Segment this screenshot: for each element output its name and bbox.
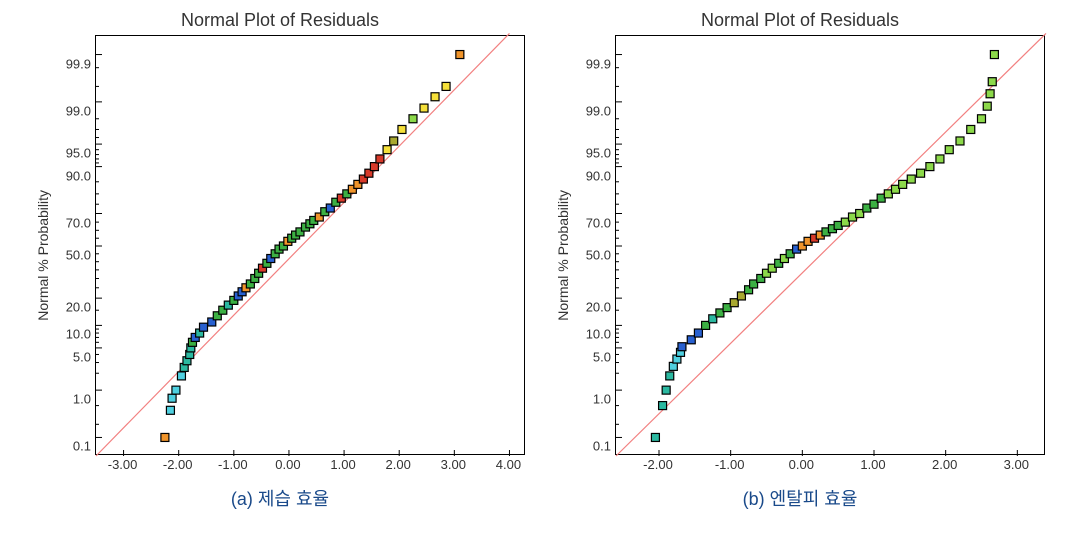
data-point: [376, 155, 384, 163]
plot-svg-b: [616, 36, 1046, 456]
panel-b: Normal Plot of Residuals Normal % Probab…: [555, 10, 1045, 511]
x-tick-label: 4.00: [496, 457, 521, 472]
data-point: [409, 115, 417, 123]
y-tick-label: 99.9: [66, 56, 91, 71]
caption-a: (a) 제습 효율: [231, 485, 329, 511]
y-tick-labels-b: 0.1 1.0 5.0 10.0 20.0 50.0 70.0 90.0 95.0 99.0 99.…: [577, 45, 615, 465]
data-point: [694, 329, 702, 337]
data-point: [899, 180, 907, 188]
y-tick-label: 5.0: [593, 349, 611, 364]
y-tick-label: 20.0: [586, 300, 611, 315]
y-tick-label: 99.9: [586, 56, 611, 71]
chart-title-b: Normal Plot of Residuals: [701, 10, 899, 31]
data-point: [456, 51, 464, 59]
data-point: [956, 137, 964, 145]
plot-svg-a: [96, 36, 526, 456]
data-point: [945, 146, 953, 154]
data-point: [983, 102, 991, 110]
data-point: [662, 386, 670, 394]
data-point: [177, 372, 185, 380]
data-point: [666, 372, 674, 380]
y-tick-label: 95.0: [586, 146, 611, 161]
x-tick-label: -2.00: [163, 457, 193, 472]
data-point: [172, 386, 180, 394]
y-tick-label: 10.0: [66, 327, 91, 342]
data-point: [420, 104, 428, 112]
data-point: [200, 323, 208, 331]
data-point: [917, 169, 925, 177]
data-point: [907, 175, 915, 183]
x-tick-labels-b: -2.00 -1.00 0.00 1.00 2.00 3.00: [615, 455, 1045, 475]
y-tick-label: 50.0: [586, 248, 611, 263]
x-tick-label: -2.00: [643, 457, 673, 472]
data-point: [168, 394, 176, 402]
data-point: [431, 93, 439, 101]
y-tick-label: 90.0: [586, 168, 611, 183]
y-tick-label: 99.0: [586, 103, 611, 118]
y-tick-labels-a: 0.1 1.0 5.0 10.0 20.0 50.0 70.0 90.0 95.0 99.0 99.…: [57, 45, 95, 465]
data-point: [978, 115, 986, 123]
data-point: [936, 155, 944, 163]
data-point: [678, 343, 686, 351]
data-point: [926, 163, 934, 171]
plot-b: [615, 35, 1045, 455]
data-point: [383, 146, 391, 154]
x-tick-label: 2.00: [386, 457, 411, 472]
data-point: [990, 51, 998, 59]
caption-b: (b) 엔탈피 효율: [743, 485, 858, 511]
data-point: [967, 125, 975, 133]
data-point: [161, 433, 169, 441]
x-tick-label: -1.00: [715, 457, 745, 472]
y-axis-label-a: Normal % Probability: [35, 190, 51, 321]
y-axis-label-b: Normal % Probability: [555, 190, 571, 321]
x-tick-label: 1.00: [330, 457, 355, 472]
panel-a: Normal Plot of Residuals Normal % Probab…: [35, 10, 525, 511]
x-tick-label: 2.00: [932, 457, 957, 472]
chart-wrap-a: Normal % Probability 0.1 1.0 5.0 10.0 20.0 50…: [35, 35, 525, 475]
y-tick-label: 99.0: [66, 103, 91, 118]
y-tick-label: 0.1: [593, 439, 611, 454]
y-tick-label: 10.0: [586, 327, 611, 342]
chart-wrap-b: Normal % Probability 0.1 1.0 5.0 10.0 20.0 50…: [555, 35, 1045, 475]
data-point: [442, 82, 450, 90]
x-tick-label: 0.00: [275, 457, 300, 472]
y-tick-label: 0.1: [73, 439, 91, 454]
x-tick-label: 0.00: [789, 457, 814, 472]
data-point: [166, 406, 174, 414]
y-tick-label: 70.0: [586, 215, 611, 230]
x-tick-label: -1.00: [218, 457, 248, 472]
x-tick-labels-a: -3.00 -2.00 -1.00 0.00 1.00 2.00 3.00 4.00: [95, 455, 525, 475]
data-point: [370, 163, 378, 171]
y-tick-label: 1.0: [73, 392, 91, 407]
data-point: [398, 125, 406, 133]
data-point: [988, 78, 996, 86]
y-tick-label: 5.0: [73, 349, 91, 364]
chart-title-a: Normal Plot of Residuals: [181, 10, 379, 31]
data-point: [986, 90, 994, 98]
y-tick-label: 50.0: [66, 248, 91, 263]
y-tick-label: 20.0: [66, 300, 91, 315]
x-tick-label: 1.00: [860, 457, 885, 472]
x-tick-label: 3.00: [1004, 457, 1029, 472]
data-point: [390, 137, 398, 145]
x-tick-label: -3.00: [108, 457, 138, 472]
y-tick-label: 90.0: [66, 168, 91, 183]
x-tick-label: 3.00: [441, 457, 466, 472]
data-point: [659, 402, 667, 410]
y-tick-label: 1.0: [593, 392, 611, 407]
y-tick-label: 95.0: [66, 146, 91, 161]
plot-a: [95, 35, 525, 455]
y-tick-label: 70.0: [66, 215, 91, 230]
data-point: [651, 433, 659, 441]
